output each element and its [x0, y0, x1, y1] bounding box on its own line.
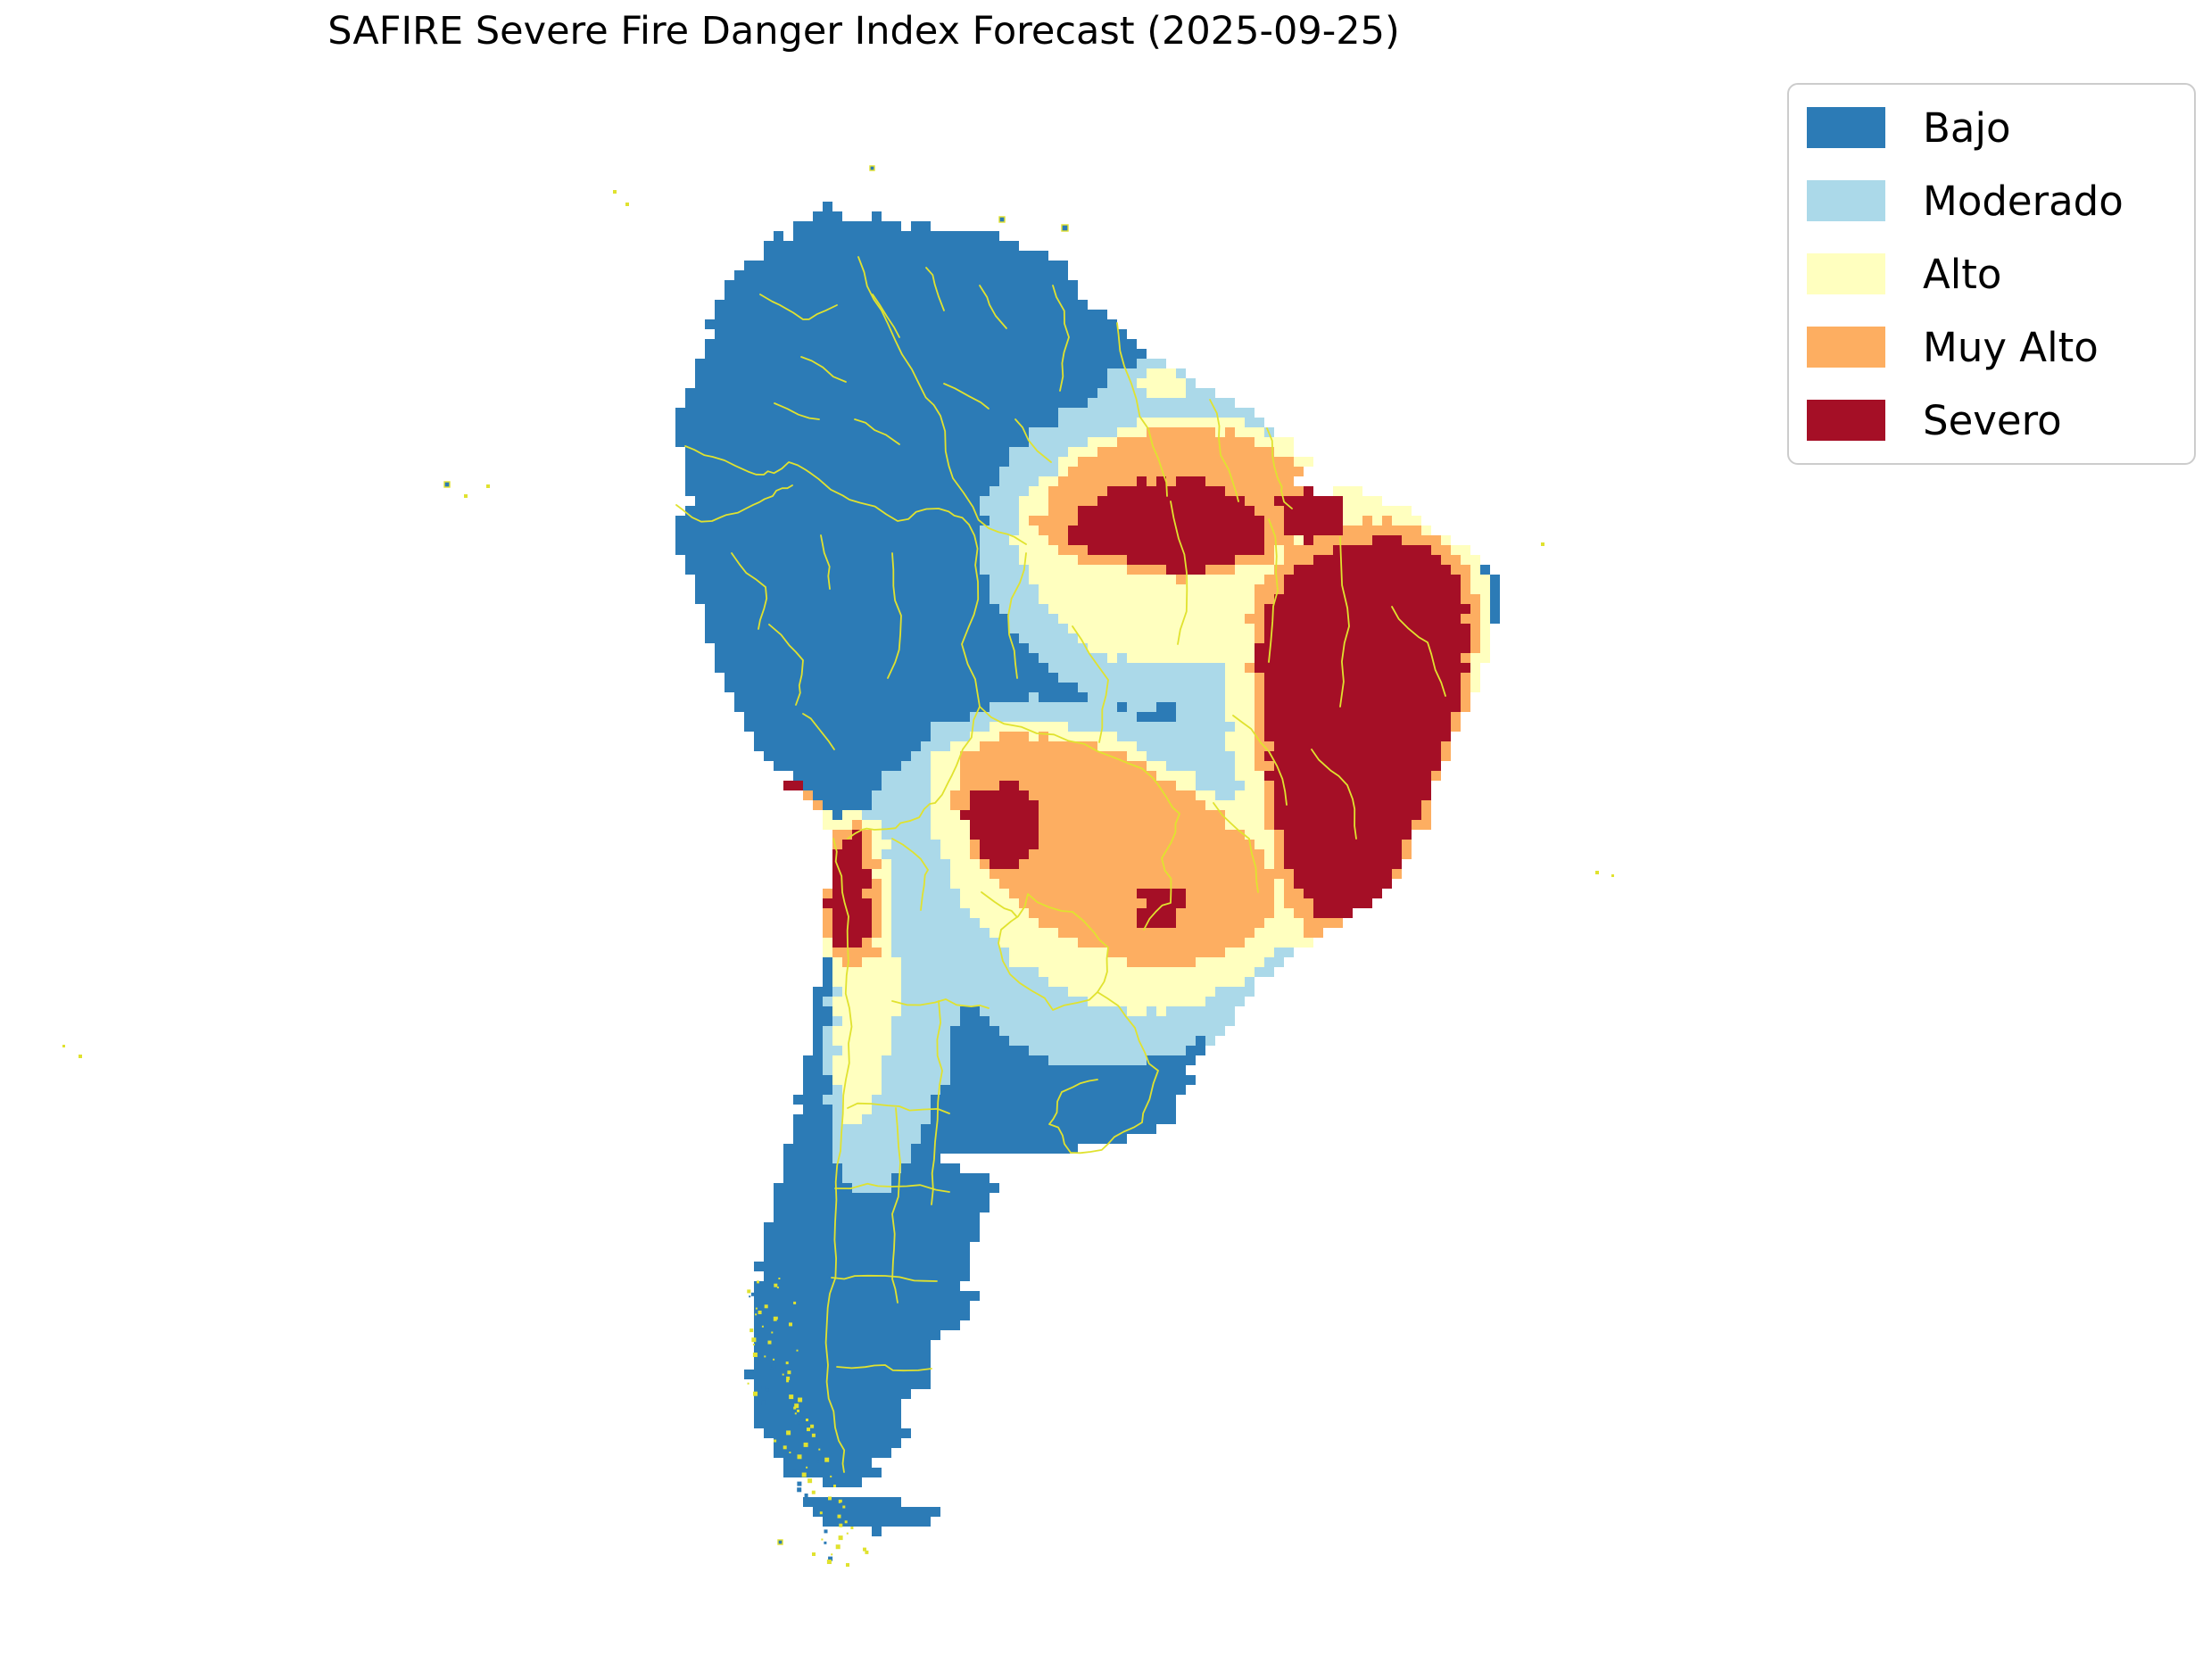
- legend-label-muy-alto: Muy Alto: [1923, 323, 2099, 371]
- legend-item-moderado: Moderado: [1807, 180, 2185, 221]
- danger-raster-layer: [675, 202, 1500, 1536]
- legend-swatch-severo: [1807, 400, 1885, 441]
- legend-swatch-alto: [1807, 253, 1885, 294]
- legend-item-alto: Alto: [1807, 253, 2185, 294]
- legend-item-bajo: Bajo: [1807, 107, 2185, 148]
- legend-label-severo: Severo: [1923, 396, 2062, 444]
- figure-title: SAFIRE Severe Fire Danger Index Forecast…: [327, 9, 1400, 54]
- legend-item-muy-alto: Muy Alto: [1807, 327, 2185, 368]
- legend-swatch-bajo: [1807, 107, 1885, 148]
- legend-item-severo: Severo: [1807, 400, 2185, 441]
- legend: Bajo Moderado Alto Muy Alto Severo: [1787, 83, 2196, 465]
- islands-layer: [62, 165, 1614, 1567]
- legend-swatch-moderado: [1807, 180, 1885, 221]
- admin-boundaries-layer: [675, 256, 1446, 1473]
- legend-label-bajo: Bajo: [1923, 103, 2011, 152]
- legend-swatch-muy-alto: [1807, 327, 1885, 368]
- legend-label-alto: Alto: [1923, 250, 2002, 298]
- legend-label-moderado: Moderado: [1923, 177, 2124, 225]
- fjords-layer: [747, 1278, 869, 1564]
